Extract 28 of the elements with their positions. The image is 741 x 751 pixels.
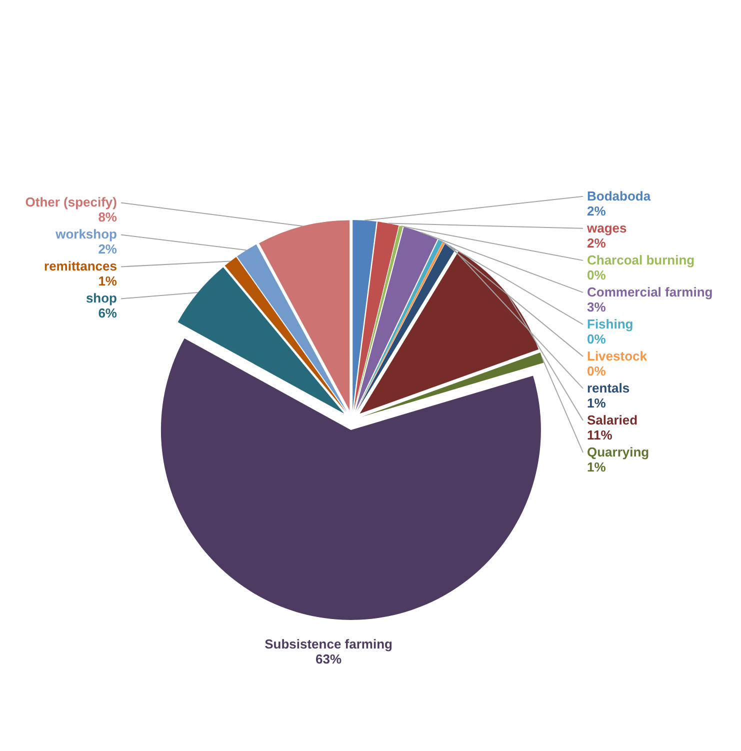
data-label: 0% bbox=[587, 331, 606, 346]
data-label: 8% bbox=[98, 210, 118, 225]
data-label: 1% bbox=[98, 274, 118, 289]
data-label: 3% bbox=[587, 299, 606, 314]
data-label: 1% bbox=[587, 395, 606, 410]
slice-label: Quarrying bbox=[587, 444, 650, 460]
data-label: 0% bbox=[587, 363, 606, 378]
data-label: 6% bbox=[98, 306, 118, 321]
data-label: 63% bbox=[316, 652, 342, 667]
slice-label: wages bbox=[586, 220, 627, 236]
data-label: 2% bbox=[587, 203, 606, 218]
slice-label: shop bbox=[86, 290, 118, 306]
slice-label: Fishing bbox=[587, 316, 634, 332]
slice-label: Salaried bbox=[587, 412, 638, 428]
data-label: 2% bbox=[98, 242, 118, 257]
slice-label: Other (specify) bbox=[25, 194, 117, 210]
data-label: 11% bbox=[587, 427, 613, 442]
slice-label: Livestock bbox=[587, 348, 648, 364]
slice-label: rentals bbox=[587, 380, 630, 396]
slice-label: Charcoal burning bbox=[587, 252, 695, 268]
data-label: 0% bbox=[587, 267, 606, 282]
slice-label: Subsistence farming bbox=[264, 636, 393, 652]
data-label: 1% bbox=[587, 459, 606, 474]
slice-label: Commercial farming bbox=[587, 284, 713, 300]
slice-label: Bodaboda bbox=[587, 188, 652, 204]
data-label: 2% bbox=[587, 235, 606, 250]
slice-label: workshop bbox=[54, 226, 118, 242]
slice-label: remittances bbox=[44, 258, 117, 274]
